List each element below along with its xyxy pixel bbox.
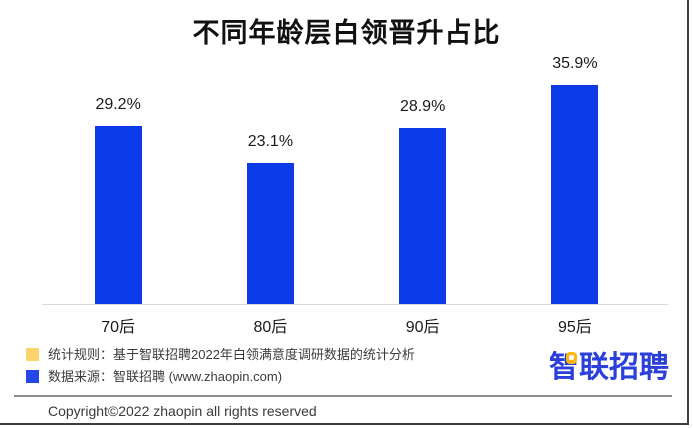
bar-value-label: 35.9%: [552, 55, 598, 72]
copyright-text: Copyright©2022 zhaopin all rights reserv…: [48, 403, 317, 419]
legend: 统计规则：基于智联招聘2022年白领满意度调研数据的统计分析 数据来源：智联招聘…: [26, 347, 415, 391]
window-bottom-edge: [0, 423, 689, 425]
bar-value-label: 28.9%: [399, 97, 446, 115]
bar: [399, 127, 447, 304]
footer-divider: [14, 395, 672, 397]
bar: [94, 125, 142, 304]
bar: [246, 163, 294, 304]
zhaopin-logo-accent-dot: [569, 355, 574, 360]
x-axis-tick-label: 95后: [557, 319, 592, 336]
bar: [551, 85, 599, 304]
x-axis-tick-label: 80后: [253, 319, 288, 336]
zhaopin-logo: 智联招聘: [549, 350, 669, 386]
legend-swatch-yellow: [26, 348, 39, 361]
legend-item: 统计规则：基于智联招聘2022年白领满意度调研数据的统计分析: [26, 347, 415, 362]
bar-plot-area: 29.2% 23.1% 28.9% 35.9%: [42, 0, 651, 304]
x-axis-tick-label: 90后: [405, 319, 440, 336]
chart-title: 不同年龄层白领晋升占比: [192, 18, 501, 48]
bar-value-label: 29.2%: [95, 95, 141, 113]
window-right-edge: [687, 0, 689, 425]
bar-group: 35.9%: [499, 0, 651, 304]
x-axis-labels: 70后 80后 90后 95后: [42, 313, 651, 337]
x-axis-line: [42, 304, 668, 305]
bar-group: 29.2%: [42, 0, 194, 304]
legend-label: 统计规则：基于智联招聘2022年白领满意度调研数据的统计分析: [48, 347, 415, 362]
legend-label: 数据来源：智联招聘 (www.zhaopin.com): [48, 369, 283, 384]
zhaopin-logo-accent-icon: [566, 352, 577, 364]
x-axis-tick-label: 70后: [101, 319, 136, 336]
bar-group: 23.1%: [194, 0, 346, 304]
bar-group: 28.9%: [347, 0, 499, 304]
legend-swatch-blue: [26, 370, 39, 383]
legend-item: 数据来源：智联招聘 (www.zhaopin.com): [26, 369, 415, 384]
bar-value-label: 23.1%: [247, 133, 294, 151]
